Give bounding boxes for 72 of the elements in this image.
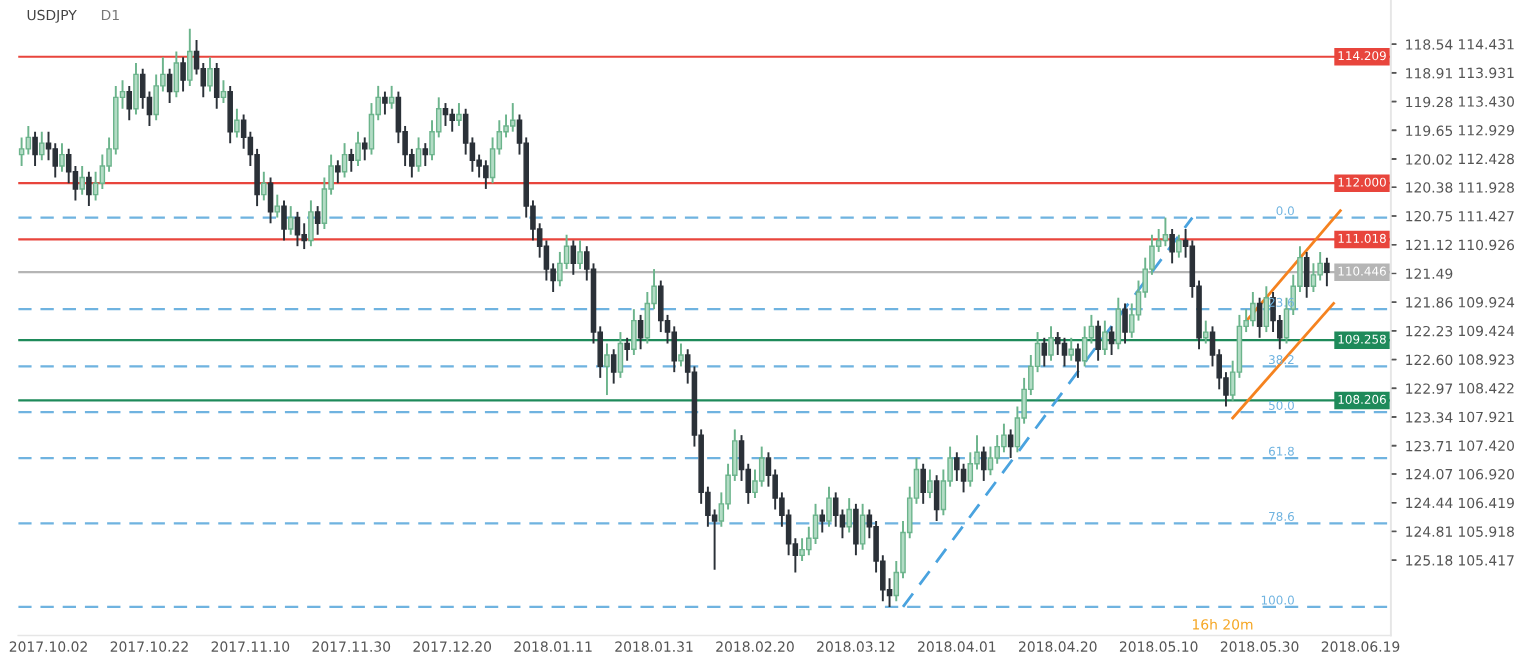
candlestick bbox=[382, 90, 388, 116]
candlestick bbox=[133, 62, 139, 116]
candlestick bbox=[361, 136, 368, 162]
candlestick bbox=[456, 102, 462, 127]
candlestick bbox=[577, 239, 583, 271]
candlestick bbox=[308, 199, 314, 248]
candlestick bbox=[1115, 296, 1122, 351]
candlestick bbox=[624, 336, 630, 362]
candlestick bbox=[220, 79, 227, 105]
candlestick bbox=[1122, 302, 1128, 345]
candlestick bbox=[846, 497, 852, 534]
candlestick bbox=[604, 342, 610, 397]
candlestick bbox=[267, 176, 274, 225]
candlestick bbox=[826, 485, 832, 528]
candlestick bbox=[1068, 336, 1074, 362]
candlestick bbox=[1162, 216, 1169, 248]
candlestick bbox=[819, 508, 826, 534]
candlestick bbox=[610, 348, 617, 385]
candlestick bbox=[920, 462, 926, 505]
candlestick bbox=[213, 62, 220, 110]
candlestick bbox=[335, 159, 341, 185]
candlestick bbox=[1176, 233, 1182, 259]
candlestick bbox=[631, 308, 637, 356]
candlestick bbox=[422, 142, 429, 168]
candlestick bbox=[32, 130, 38, 168]
candlestick bbox=[1256, 296, 1263, 339]
candlestick bbox=[1048, 325, 1054, 362]
candlestick bbox=[86, 170, 92, 208]
candlestick bbox=[1061, 336, 1068, 368]
candlestick bbox=[1075, 342, 1081, 379]
candlestick bbox=[1303, 250, 1310, 299]
candlestick bbox=[853, 502, 859, 557]
candlestick bbox=[348, 147, 355, 173]
candlestick bbox=[1324, 256, 1330, 288]
candlestick bbox=[1263, 285, 1270, 334]
candlestick bbox=[1007, 428, 1014, 459]
candlestick bbox=[1108, 325, 1115, 356]
candlestick bbox=[287, 205, 294, 236]
candlestick bbox=[509, 102, 516, 133]
candlestick bbox=[234, 107, 240, 139]
candlestick bbox=[1095, 319, 1101, 362]
candlestick bbox=[678, 342, 684, 368]
candlestick bbox=[39, 130, 45, 162]
candlestick bbox=[173, 50, 180, 99]
candlestick bbox=[314, 205, 321, 236]
candlestick bbox=[207, 56, 213, 93]
candlestick bbox=[927, 468, 933, 500]
candlestick bbox=[1102, 319, 1108, 356]
candlestick bbox=[388, 84, 395, 110]
candlestick bbox=[355, 130, 361, 168]
candlestick bbox=[274, 193, 281, 219]
candlestick bbox=[570, 239, 577, 276]
candlestick bbox=[859, 502, 866, 551]
candlestick bbox=[79, 165, 85, 196]
candlestick bbox=[227, 84, 233, 145]
candlestick bbox=[415, 136, 422, 173]
candlestick bbox=[261, 170, 267, 202]
candlestick bbox=[1250, 291, 1256, 328]
candlestick bbox=[1169, 228, 1175, 265]
candlestick bbox=[442, 102, 449, 127]
candlestick bbox=[126, 84, 133, 122]
candlestick bbox=[933, 474, 940, 522]
candlestick bbox=[980, 445, 987, 482]
candlestick bbox=[59, 142, 65, 173]
candlestick bbox=[281, 199, 287, 242]
candlestick bbox=[1041, 336, 1048, 368]
candlestick bbox=[187, 27, 193, 87]
candlestick bbox=[483, 159, 489, 190]
candlestick bbox=[1202, 319, 1209, 345]
candlestick bbox=[449, 107, 455, 133]
candlestick bbox=[180, 56, 186, 93]
candlestick bbox=[617, 331, 624, 379]
